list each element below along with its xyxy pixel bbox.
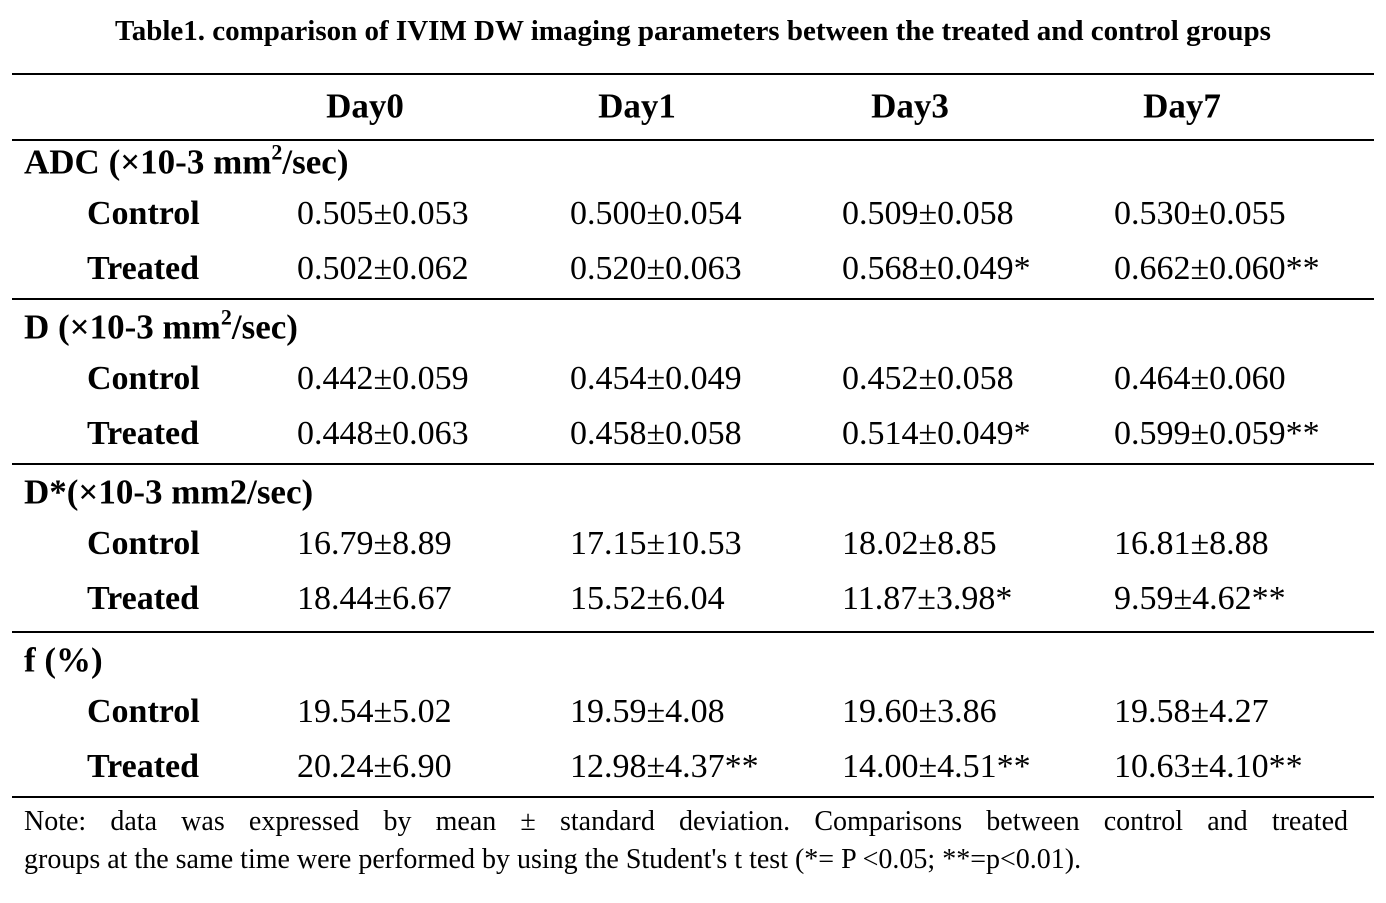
rule (12, 796, 1374, 798)
row-name: Control (87, 360, 200, 397)
cell: 20.24±6.90 (297, 748, 452, 785)
cell: 0.505±0.053 (297, 195, 469, 232)
cell: 18.02±8.85 (842, 525, 997, 562)
table-title: Table1. comparison of IVIM DW imaging pa… (115, 15, 1271, 47)
cell: 0.514±0.049* (842, 415, 1031, 452)
cell: 9.59±4.62** (1114, 580, 1286, 617)
cell: 0.502±0.062 (297, 250, 469, 287)
cell: 0.568±0.049* (842, 250, 1031, 287)
cell: 19.58±4.27 (1114, 693, 1269, 730)
row-name: Treated (87, 580, 200, 617)
group-label-text: D*(×10-3 mm2/sec) (24, 472, 314, 512)
cell: 0.458±0.058 (570, 415, 742, 452)
rule (12, 139, 1374, 141)
group-label: ADC (×10-3 mm2/sec) (24, 141, 349, 182)
cell: 10.63±4.10** (1114, 748, 1303, 785)
cell: 17.15±10.53 (570, 525, 742, 562)
group-label: f (%) (24, 643, 103, 678)
row-name: Treated (87, 748, 200, 785)
cell: 0.464±0.060 (1114, 360, 1286, 397)
group-label: D*(×10-3 mm2/sec) (24, 475, 313, 510)
cell: 0.662±0.060** (1114, 250, 1320, 287)
note-line: groups at the same time were performed b… (24, 844, 1082, 875)
group-label-sup: 2 (220, 304, 232, 330)
row-name: Control (87, 693, 200, 730)
cell: 0.448±0.063 (297, 415, 469, 452)
cell: 0.599±0.059** (1114, 415, 1320, 452)
column-header: Day1 (598, 86, 676, 126)
cell: 0.442±0.059 (297, 360, 469, 397)
row-name: Treated (87, 415, 200, 452)
cell: 0.520±0.063 (570, 250, 742, 287)
group-label-sup: 2 (271, 139, 283, 165)
cell: 12.98±4.37** (570, 748, 759, 785)
cell: 19.59±4.08 (570, 693, 725, 730)
cell: 19.60±3.86 (842, 693, 997, 730)
row-name: Control (87, 195, 200, 232)
column-header: Day3 (871, 86, 949, 126)
cell: 0.452±0.058 (842, 360, 1014, 397)
group-label-tail: /sec) (231, 307, 298, 347)
row-name: Control (87, 525, 200, 562)
cell: 11.87±3.98* (842, 580, 1013, 617)
cell: 16.79±8.89 (297, 525, 452, 562)
rule (12, 298, 1374, 300)
row-name: Treated (87, 250, 200, 287)
column-header: Day7 (1143, 86, 1221, 126)
rule (12, 73, 1374, 75)
rule (12, 463, 1374, 465)
cell: 0.509±0.058 (842, 195, 1014, 232)
cell: 15.52±6.04 (570, 580, 725, 617)
cell: 19.54±5.02 (297, 693, 452, 730)
group-label-text: f (%) (24, 640, 103, 680)
cell: 0.454±0.049 (570, 360, 742, 397)
group-label-text: ADC (×10-3 mm (24, 142, 272, 182)
cell: 14.00±4.51** (842, 748, 1031, 785)
cell: 0.530±0.055 (1114, 195, 1286, 232)
rule (12, 631, 1374, 633)
group-label-text: D (×10-3 mm (24, 307, 221, 347)
column-header: Day0 (326, 86, 404, 126)
cell: 16.81±8.88 (1114, 525, 1269, 562)
group-label-tail: /sec) (282, 142, 349, 182)
group-label: D (×10-3 mm2/sec) (24, 306, 298, 347)
cell: 18.44±6.67 (297, 580, 452, 617)
note-line: Note: data was expressed by mean ± stand… (24, 806, 1348, 837)
cell: 0.500±0.054 (570, 195, 742, 232)
